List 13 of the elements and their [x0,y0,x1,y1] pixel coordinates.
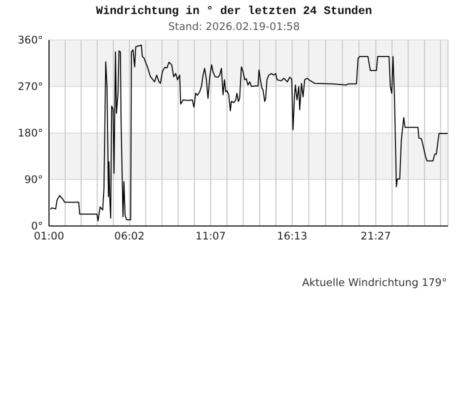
x-tick-label: 06:02 [114,230,145,242]
text: Aktuelle Windrichtung 179° [302,277,447,290]
chart-title: Windrichtung in ° der letzten 24 Stunden [94,5,374,19]
y-tick-label: 0° [31,220,43,233]
chart-subtitle: Stand: 2026.02.19-01:58 [167,21,301,34]
y-tick-label: 270° [18,81,43,94]
y-tick-label: 180° [18,128,43,140]
y-tick-label: 360° [18,34,43,47]
x-tick-label: 01:00 [34,230,64,242]
y-tick-label: 90° [24,174,43,186]
x-tick-label: 11:07 [196,230,226,242]
x-tick-label: 21:27 [360,230,391,242]
x-tick-label: 16:13 [277,230,308,242]
